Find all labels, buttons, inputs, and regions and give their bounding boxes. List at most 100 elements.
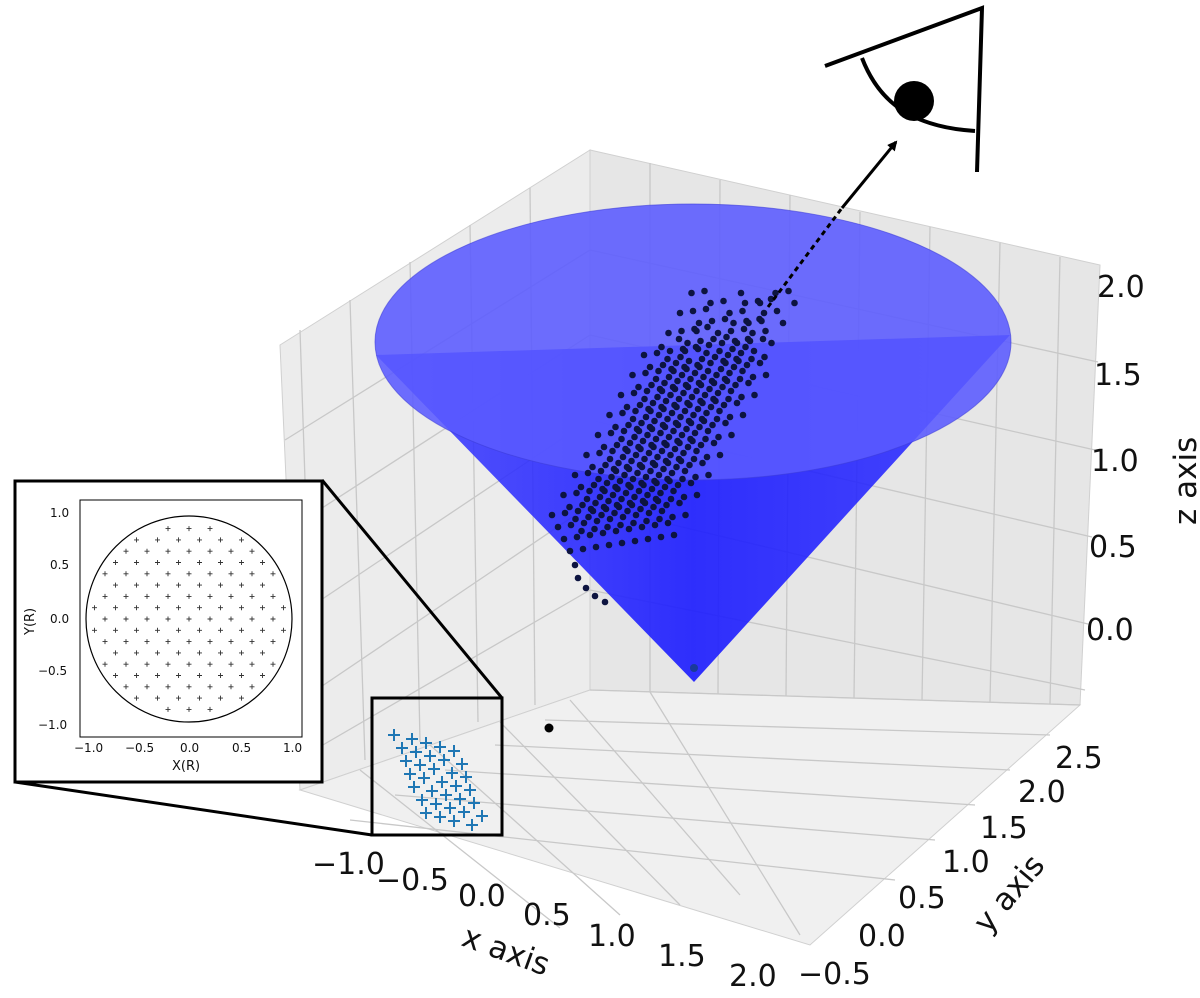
y-tick-label: 1.5 xyxy=(980,811,1028,846)
inset-plus xyxy=(92,627,97,633)
cloud-point xyxy=(677,413,684,421)
plus-marker xyxy=(404,768,416,780)
plus-marker xyxy=(454,793,466,805)
inset-plus xyxy=(176,673,181,678)
cloud-point xyxy=(635,487,643,495)
cloud-point xyxy=(628,457,635,465)
cloud-point xyxy=(675,455,683,463)
inset-plus xyxy=(102,661,108,667)
cloud-point xyxy=(642,473,650,481)
cloud-point xyxy=(674,377,681,385)
y-tick-label: 0.5 xyxy=(898,881,946,916)
inset-plus xyxy=(134,605,139,611)
cloud-point xyxy=(611,509,618,517)
cloud-point xyxy=(726,413,734,421)
z-tick-label: 1.5 xyxy=(1094,358,1142,393)
cloud-point xyxy=(708,377,716,385)
inset-grid-points xyxy=(92,526,286,712)
inset-plus xyxy=(155,537,160,543)
cloud-point xyxy=(694,361,701,369)
cloud-point xyxy=(729,345,736,353)
cloud-point xyxy=(585,513,592,521)
inset-plus xyxy=(186,706,192,712)
cloud-point xyxy=(602,461,609,469)
cloud-point xyxy=(604,523,611,531)
cloud-point xyxy=(671,445,679,453)
cloud-point xyxy=(730,319,737,327)
plus-marker xyxy=(440,789,452,801)
inset-plus xyxy=(102,639,108,645)
cloud-point xyxy=(582,584,590,592)
cloud-point xyxy=(612,527,620,535)
cloud-point xyxy=(661,379,668,387)
plus-marker xyxy=(420,737,432,749)
cloud-point xyxy=(656,515,663,523)
cloud-point xyxy=(710,335,717,343)
plus-marker xyxy=(400,755,412,767)
cloud-point xyxy=(716,347,723,355)
cloud-point xyxy=(707,403,715,411)
cloud-point xyxy=(744,335,752,343)
plus-marker xyxy=(420,807,432,819)
plus-marker xyxy=(476,810,488,822)
inset-plus xyxy=(155,582,160,588)
cloud-point xyxy=(678,431,686,439)
cloud-point xyxy=(635,383,642,391)
plus-marker xyxy=(458,806,470,818)
cloud-point xyxy=(662,397,670,405)
cloud-point xyxy=(686,461,693,469)
cloud-point xyxy=(701,287,708,295)
inset-plus xyxy=(144,639,150,645)
inset-plus xyxy=(260,582,265,588)
cone-top-shade xyxy=(374,203,1012,481)
cloud-point xyxy=(726,309,733,317)
cloud-point xyxy=(642,413,650,421)
inset-plus xyxy=(186,639,192,645)
cloud-point xyxy=(651,417,658,425)
inset-y-tick: 0.5 xyxy=(50,558,69,572)
inset-x-tick: 1.0 xyxy=(283,741,302,755)
cloud-point xyxy=(720,297,727,305)
cloud-point xyxy=(658,403,665,411)
inset-plus xyxy=(186,571,192,577)
cloud-point xyxy=(630,519,637,527)
cloud-point xyxy=(680,493,688,501)
inset-x-tick: −0.5 xyxy=(125,741,154,755)
cloud-point xyxy=(749,373,757,381)
inset-plus xyxy=(228,684,234,690)
cloud-point xyxy=(613,441,621,449)
cloud-point xyxy=(722,419,729,427)
cloud-point xyxy=(742,343,749,351)
cloud-point xyxy=(714,389,722,397)
inset-plus xyxy=(123,684,129,690)
inset-plus xyxy=(165,684,171,690)
inset-plus xyxy=(123,616,129,622)
cloud-point xyxy=(687,375,694,383)
cloud-point xyxy=(689,307,697,315)
cloud-point xyxy=(654,453,661,461)
cloud-point xyxy=(571,471,579,479)
cloud-point xyxy=(727,387,735,395)
cloud-point xyxy=(645,405,652,413)
inset-plus xyxy=(155,673,160,678)
inset-y-ticks: 1.0 0.5 0.0 −0.5 −1.0 xyxy=(38,506,69,732)
inset-plus xyxy=(144,571,150,577)
cloud-point xyxy=(693,447,700,455)
cloud-point xyxy=(699,459,706,467)
cloud-point xyxy=(703,409,710,417)
cloud-point xyxy=(625,481,632,489)
inset-plus xyxy=(165,616,171,622)
cloud-point xyxy=(664,415,671,423)
cloud-point xyxy=(674,481,682,489)
cloud-point xyxy=(694,405,702,413)
cloud-point xyxy=(692,343,700,351)
inset-plus xyxy=(207,616,213,622)
inset-plus xyxy=(281,627,286,633)
inset-x-tick: −1.0 xyxy=(74,741,103,755)
inset-plus xyxy=(186,661,192,667)
cloud-point xyxy=(762,327,769,335)
cloud-point xyxy=(720,357,727,365)
inset-plus xyxy=(207,571,213,577)
cloud-point xyxy=(685,357,693,365)
